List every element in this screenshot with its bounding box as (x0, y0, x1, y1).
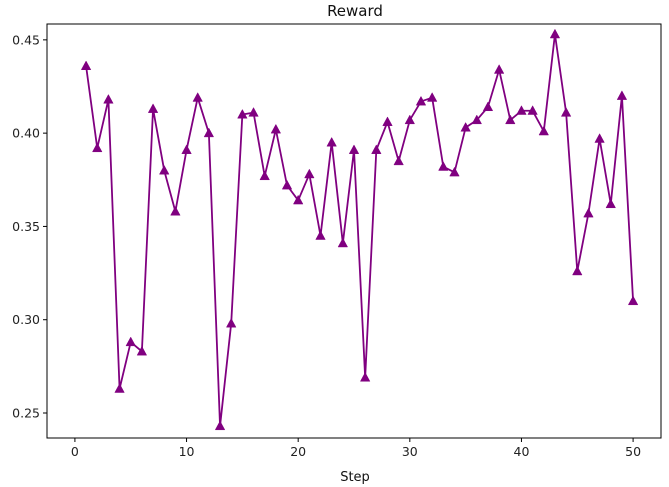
data-point-marker (304, 168, 315, 179)
y-tick-label: 0.35 (12, 219, 40, 234)
data-point-marker (147, 103, 159, 113)
y-axis: 0.25 0.30 0.35 0.40 0.45 (12, 32, 47, 420)
data-point-marker (270, 123, 282, 134)
data-point-marker (449, 166, 460, 177)
data-point-marker (159, 164, 170, 175)
data-point-marker (203, 127, 215, 138)
data-point-marker (438, 161, 449, 171)
data-point-marker (560, 107, 572, 117)
x-tick-label: 20 (290, 444, 306, 459)
data-point-marker (348, 144, 360, 154)
data-point-marker (616, 90, 628, 100)
data-point-marker (393, 155, 404, 166)
data-point-marker (471, 114, 482, 125)
data-point-marker (136, 345, 148, 356)
data-point-marker (415, 95, 427, 106)
data-point-marker (505, 114, 516, 125)
data-point-marker (627, 295, 639, 306)
data-point-marker (337, 237, 349, 248)
data-point-marker (92, 142, 103, 153)
data-point-marker (103, 94, 114, 104)
data-point-marker (594, 133, 605, 143)
data-point-marker (326, 136, 337, 147)
data-point-marker (259, 170, 270, 181)
data-point-marker (293, 194, 304, 205)
x-tick-label: 50 (625, 444, 641, 459)
data-point-marker (538, 125, 549, 136)
data-point-marker (192, 92, 203, 102)
data-point-marker (114, 383, 125, 393)
data-point-marker (460, 122, 471, 132)
data-point-marker (125, 336, 136, 347)
x-tick-label: 0 (71, 444, 79, 459)
series-line (85, 33, 634, 427)
data-point-marker (382, 116, 393, 126)
data-point-marker (527, 105, 538, 115)
data-point-marker (359, 372, 371, 382)
data-point-marker (549, 28, 561, 39)
data-point-marker (80, 60, 92, 70)
data-point-marker (315, 230, 326, 240)
data-point-marker (226, 317, 237, 328)
x-tick-label: 30 (402, 444, 418, 459)
series-reward (80, 28, 639, 431)
data-point-marker (426, 92, 438, 102)
data-point-marker (170, 205, 181, 216)
data-point-marker (482, 101, 494, 112)
data-point-marker (214, 420, 226, 431)
data-point-marker (237, 108, 248, 119)
x-axis-title: Step (340, 470, 370, 485)
y-tick-label: 0.40 (12, 126, 40, 141)
data-point-marker (404, 114, 415, 125)
data-point-marker (516, 105, 527, 115)
y-tick-label: 0.25 (12, 405, 40, 420)
x-axis: 0 10 20 30 40 50 (71, 438, 641, 459)
data-point-marker (248, 107, 259, 117)
data-point-marker (572, 265, 583, 276)
y-tick-label: 0.30 (12, 312, 40, 327)
plot-area (46, 23, 662, 439)
y-tick-label: 0.45 (12, 32, 40, 47)
data-point-marker (181, 144, 192, 154)
data-point-marker (493, 64, 505, 74)
x-tick-label: 40 (514, 444, 530, 459)
data-point-marker (281, 179, 293, 190)
data-point-marker (583, 207, 594, 218)
x-tick-label: 10 (179, 444, 195, 459)
data-point-marker (605, 198, 616, 209)
chart-title: Reward (327, 2, 383, 20)
data-point-marker (371, 144, 382, 154)
